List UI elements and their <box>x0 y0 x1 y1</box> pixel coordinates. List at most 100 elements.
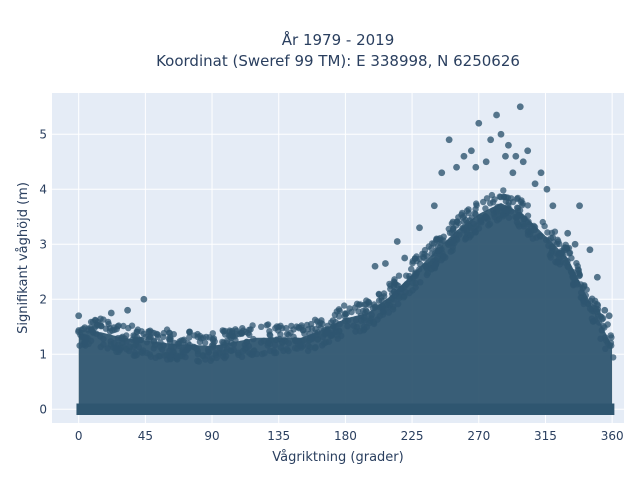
data-point <box>154 333 161 340</box>
y-tick-label: 3 <box>39 237 47 251</box>
data-point <box>472 206 479 213</box>
data-point <box>166 352 173 359</box>
data-point <box>97 343 104 351</box>
data-point <box>282 324 290 332</box>
data-point <box>542 236 550 243</box>
data-point <box>573 260 580 267</box>
data-point <box>283 330 291 338</box>
data-point <box>472 229 479 236</box>
data-point <box>134 326 141 333</box>
data-point <box>423 271 431 279</box>
x-axis-ticks: 0 45 90 135 180 225 270 315 360 <box>75 429 624 443</box>
data-point <box>395 272 403 279</box>
data-point <box>391 276 398 283</box>
data-point <box>317 324 324 331</box>
x-tick-label: 135 <box>267 429 290 443</box>
data-point-extreme <box>512 152 520 160</box>
data-point-extreme <box>576 202 583 210</box>
data-point <box>358 317 365 324</box>
data-point <box>547 254 554 261</box>
data-point <box>602 337 610 344</box>
data-point-extreme <box>416 224 423 232</box>
data-point <box>220 328 227 335</box>
data-point <box>160 333 167 341</box>
data-point <box>75 327 82 334</box>
data-point-extreme <box>124 306 131 314</box>
data-point <box>500 193 507 200</box>
data-point-extreme <box>438 169 446 177</box>
data-point <box>84 335 91 342</box>
data-point <box>348 308 355 316</box>
data-point <box>285 340 292 347</box>
data-point-extreme <box>531 180 539 188</box>
data-point-extreme <box>564 229 572 237</box>
data-point <box>128 322 136 329</box>
data-point <box>207 357 214 364</box>
data-point <box>580 300 587 308</box>
data-point <box>195 358 203 365</box>
data-point <box>336 307 343 315</box>
data-point <box>449 225 457 233</box>
data-point <box>375 290 383 298</box>
data-point <box>514 204 522 212</box>
data-point <box>482 205 489 212</box>
data-point <box>306 330 313 337</box>
x-tick-label: 270 <box>467 429 490 443</box>
data-point <box>333 332 341 339</box>
data-point <box>458 211 465 218</box>
data-point <box>291 345 299 352</box>
data-points <box>75 103 617 415</box>
data-point-extreme <box>393 238 401 245</box>
data-point-extreme <box>401 254 409 262</box>
data-point <box>115 322 122 329</box>
data-point <box>344 323 351 330</box>
data-point <box>290 333 297 340</box>
data-point <box>294 337 302 345</box>
data-point <box>305 337 313 344</box>
chart-title-line-1: År 1979 - 2019 <box>282 30 395 49</box>
data-point <box>568 269 575 276</box>
data-point <box>375 297 383 304</box>
data-point <box>350 322 357 329</box>
data-point <box>594 305 602 313</box>
data-point <box>211 338 218 345</box>
data-point <box>266 338 273 345</box>
data-point <box>409 279 416 286</box>
data-point <box>312 326 319 333</box>
data-point <box>431 261 439 269</box>
data-point <box>258 323 265 330</box>
y-tick-label: 5 <box>39 127 47 141</box>
data-point <box>529 235 536 242</box>
data-point <box>395 300 402 308</box>
x-tick-label: 0 <box>75 429 83 443</box>
data-point <box>150 345 157 352</box>
data-point <box>598 327 605 334</box>
data-point-extreme <box>549 202 557 210</box>
data-point-extreme <box>382 260 389 267</box>
data-point <box>253 350 260 358</box>
data-point <box>266 328 273 335</box>
data-point <box>160 352 168 359</box>
data-point <box>343 310 350 317</box>
data-point <box>422 263 429 270</box>
data-point <box>518 197 525 204</box>
data-point <box>378 303 386 310</box>
data-point <box>376 312 383 320</box>
data-point <box>145 335 153 343</box>
data-point-extreme <box>502 152 509 160</box>
data-point <box>462 236 469 243</box>
data-point <box>196 338 204 346</box>
data-point <box>209 344 217 351</box>
data-point <box>576 270 583 278</box>
data-point <box>577 281 585 288</box>
data-point <box>157 343 164 351</box>
x-tick-label: 225 <box>401 429 424 443</box>
data-point <box>307 344 314 351</box>
data-point <box>539 218 546 226</box>
data-point <box>104 345 111 352</box>
data-point <box>194 347 201 355</box>
data-point <box>355 308 362 315</box>
data-point <box>113 344 120 351</box>
data-point-extreme <box>487 136 495 144</box>
data-point <box>204 346 212 353</box>
